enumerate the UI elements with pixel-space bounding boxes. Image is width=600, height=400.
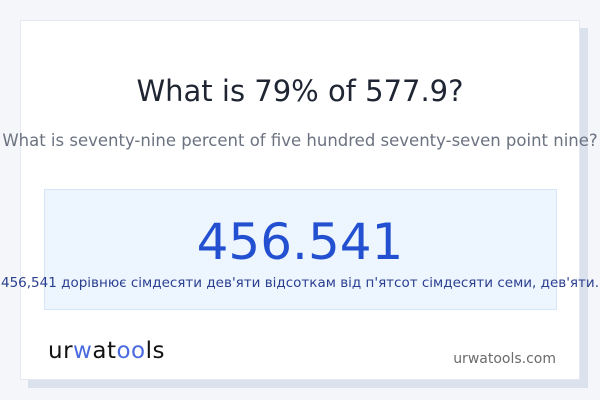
result-box — [44, 189, 557, 310]
result-words: 456,541 дорівнює сімдесяти дев'яти відсо… — [1, 275, 599, 291]
result-value: 456.541 — [196, 213, 404, 271]
site-link[interactable]: urwatools.com — [453, 351, 556, 367]
page-subtitle: What is seventy-nine percent of five hun… — [2, 131, 598, 150]
page-title: What is 79% of 577.9? — [136, 74, 464, 108]
logo[interactable]: urwatools — [48, 338, 166, 364]
